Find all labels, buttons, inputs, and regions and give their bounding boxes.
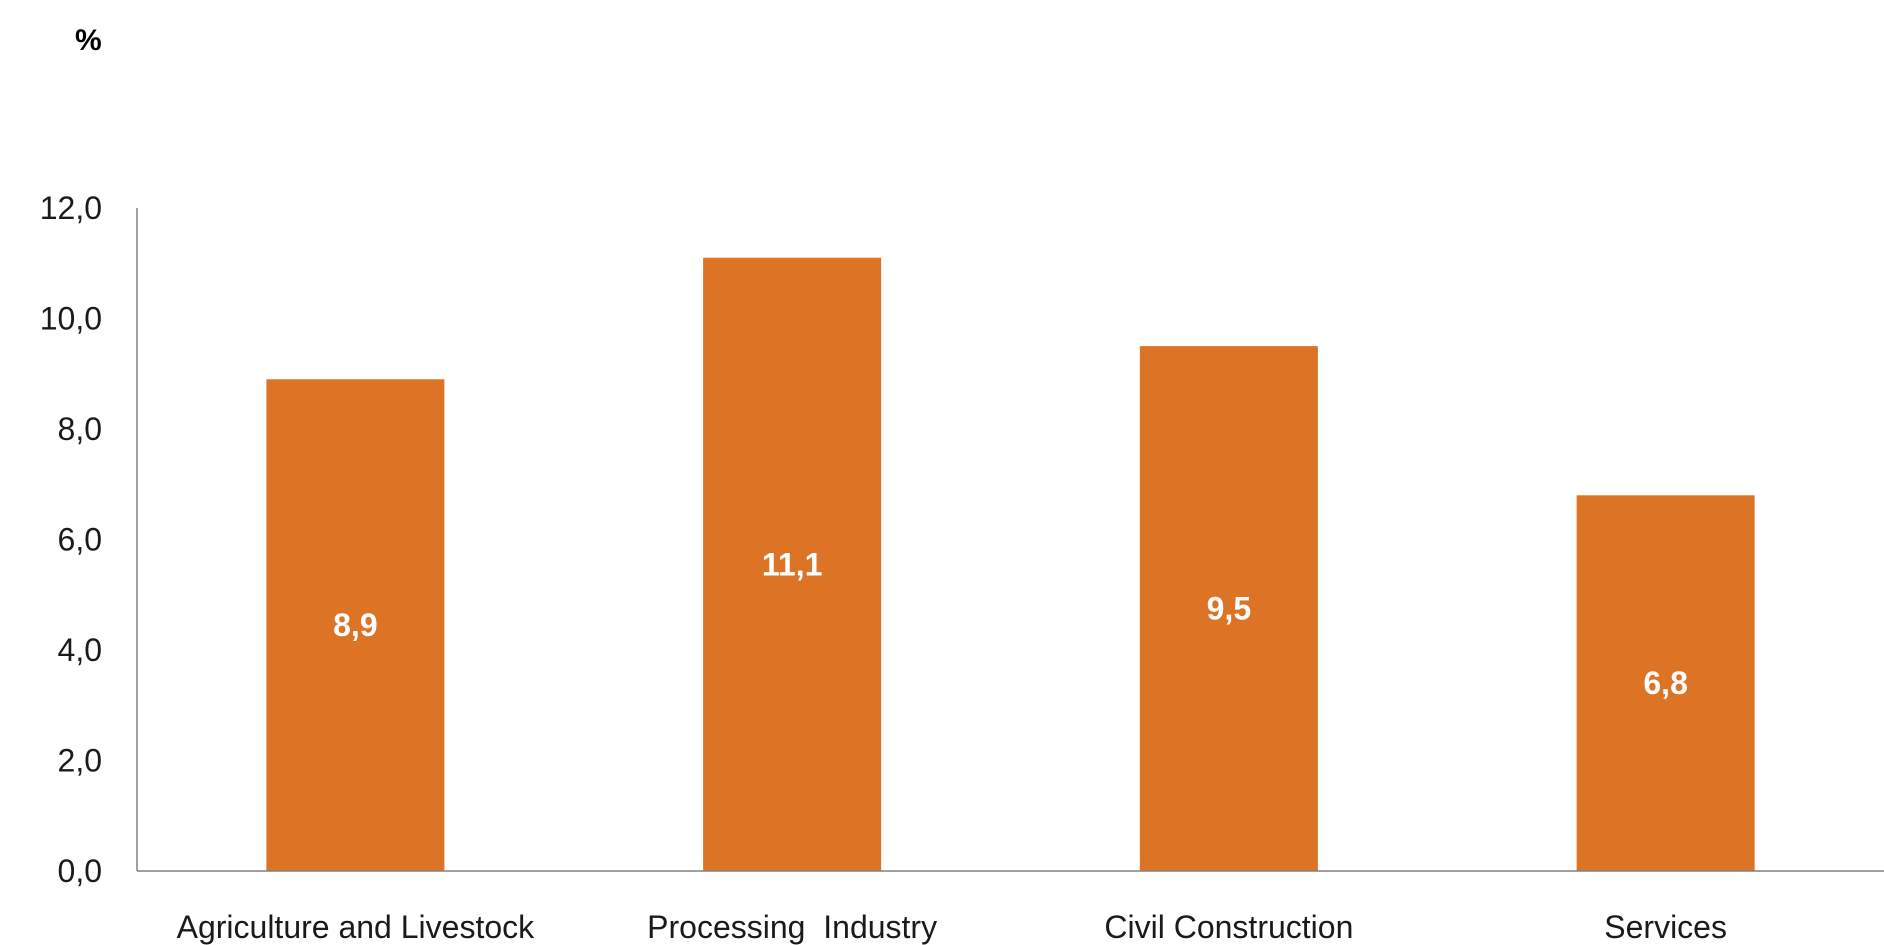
bars xyxy=(266,257,1755,872)
bar-value-label: 8,9 xyxy=(333,607,377,643)
y-tick-label: 6,0 xyxy=(58,522,102,558)
bar-value-label: 9,5 xyxy=(1207,591,1251,627)
bar xyxy=(703,257,882,872)
category-label: Services xyxy=(1604,909,1727,945)
category-label: Agriculture and Livestock xyxy=(177,909,536,945)
bar xyxy=(1139,346,1318,871)
y-tick-label: 2,0 xyxy=(58,743,102,779)
y-axis-ticks: 0,0 2,0 4,0 6,0 8,0 10,0 12,0 xyxy=(40,190,102,889)
y-tick-label: 8,0 xyxy=(58,411,102,447)
bar-value-label: 11,1 xyxy=(762,546,823,582)
category-label: Processing Industry xyxy=(647,909,937,945)
y-tick-label: 0,0 xyxy=(58,853,102,889)
category-labels: Agriculture and Livestock Processing Indu… xyxy=(177,909,1727,945)
y-tick-label: 4,0 xyxy=(58,632,102,668)
data-labels: 8,9 11,1 9,5 6,8 xyxy=(333,546,1688,701)
bar-value-label: 6,8 xyxy=(1643,665,1687,701)
bar xyxy=(1576,495,1755,871)
bar xyxy=(266,379,445,871)
category-label: Civil Construction xyxy=(1104,909,1353,945)
y-tick-label: 12,0 xyxy=(40,190,102,226)
y-unit-label: % xyxy=(75,24,102,57)
y-tick-label: 10,0 xyxy=(40,301,102,337)
